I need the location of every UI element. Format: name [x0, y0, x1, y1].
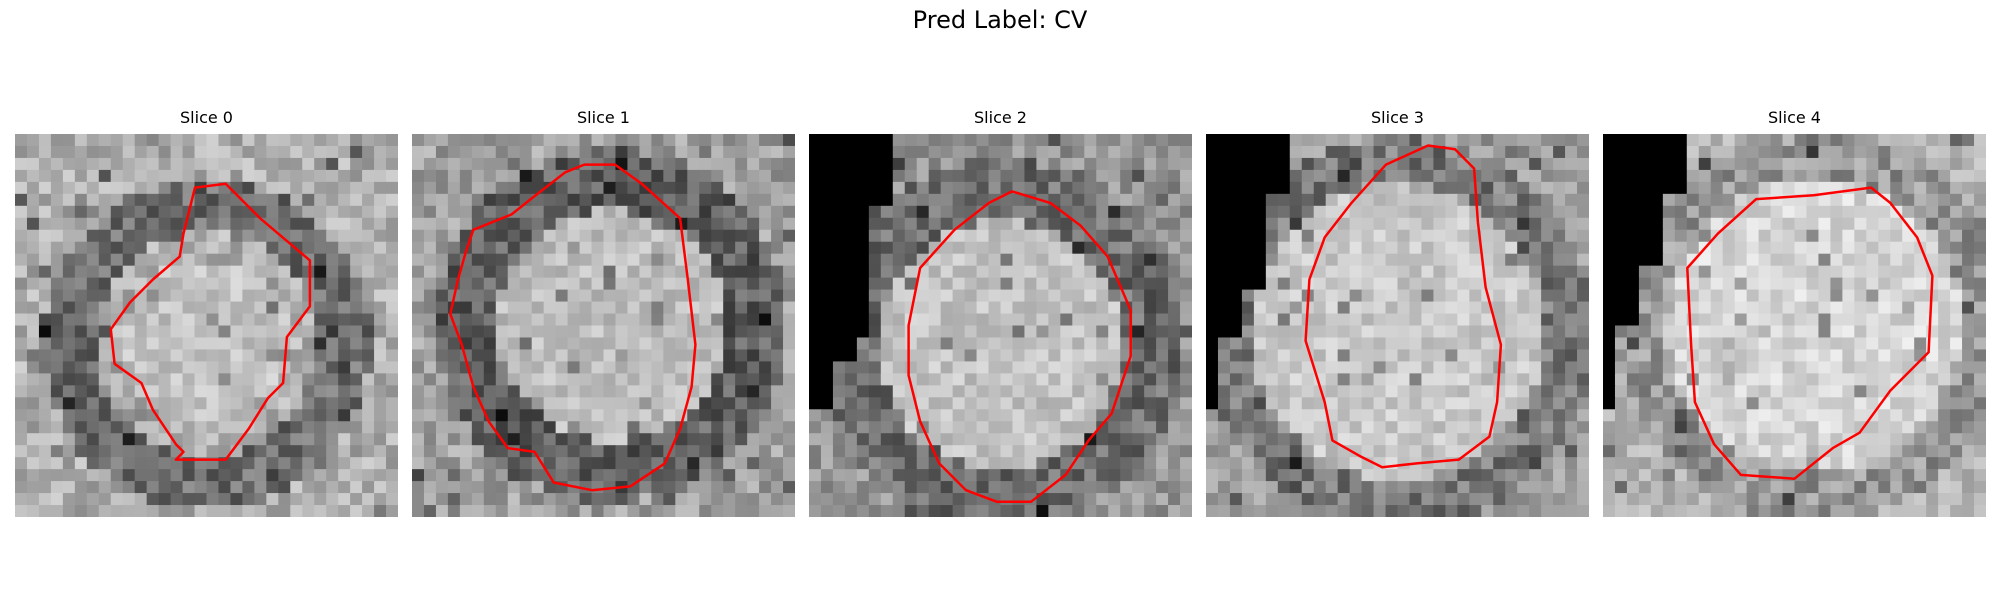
pixel-grid	[412, 134, 795, 517]
segmentation-contour	[449, 163, 697, 492]
segmentation-contour	[109, 182, 312, 461]
slice-image-svg	[15, 134, 398, 517]
segmentation-contour	[907, 190, 1132, 503]
slice-image	[809, 134, 1192, 517]
slice-panel-0: Slice 0	[15, 108, 398, 518]
slice-image-svg	[809, 134, 1192, 517]
slice-image	[412, 134, 795, 517]
pixel-grid	[809, 134, 1192, 517]
slice-title: Slice 2	[974, 108, 1027, 127]
pixel-grid	[1206, 134, 1589, 517]
slice-panel-4: Slice 4	[1603, 108, 1986, 518]
slice-title: Slice 0	[180, 108, 233, 127]
figure-title: Pred Label: CV	[912, 6, 1088, 34]
slice-image	[1603, 134, 1986, 517]
slice-title: Slice 1	[577, 108, 630, 127]
pixel-grid	[1603, 134, 1986, 517]
slice-image-svg	[412, 134, 795, 517]
segmentation-contour	[1304, 144, 1503, 469]
slice-title: Slice 3	[1371, 108, 1424, 127]
segmentation-contour	[1686, 186, 1934, 480]
slice-title: Slice 4	[1768, 108, 1821, 127]
slice-image-svg	[1603, 134, 1986, 517]
pixel-grid	[15, 134, 398, 517]
slice-panel-3: Slice 3	[1206, 108, 1589, 518]
slice-panel-1: Slice 1	[412, 108, 795, 518]
slice-image	[1206, 134, 1589, 517]
slice-panel-2: Slice 2	[809, 108, 1192, 518]
slice-image	[15, 134, 398, 517]
slice-image-svg	[1206, 134, 1589, 517]
